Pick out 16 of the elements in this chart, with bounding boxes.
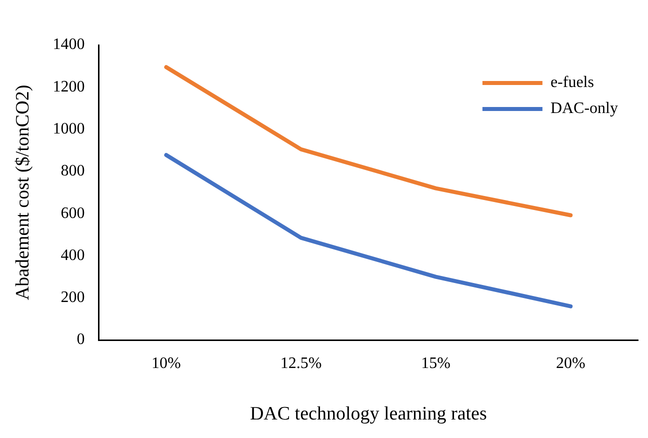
y-tick-label: 200 — [60, 289, 85, 306]
x-tick-label: 12.5% — [280, 354, 322, 372]
y-axis-title: Abadement cost ($/tonCO2) — [12, 84, 34, 300]
y-tick-label: 400 — [60, 246, 85, 264]
y-tick-label: 800 — [60, 162, 85, 180]
x-tick-label: 15% — [421, 354, 450, 372]
x-axis-title: DAC technology learning rates — [250, 404, 487, 425]
legend-label: e-fuels — [550, 74, 594, 92]
y-tick-label: 1400 — [52, 36, 85, 54]
x-tick-label: 20% — [556, 354, 586, 372]
x-tick-label: 10% — [152, 354, 181, 372]
y-tick-label: 1000 — [52, 120, 85, 138]
y-tick-label: 0 — [76, 331, 85, 348]
y-tick-label: 600 — [60, 204, 85, 222]
y-tick-label: 1200 — [52, 78, 85, 96]
legend-label: DAC-only — [550, 100, 618, 118]
